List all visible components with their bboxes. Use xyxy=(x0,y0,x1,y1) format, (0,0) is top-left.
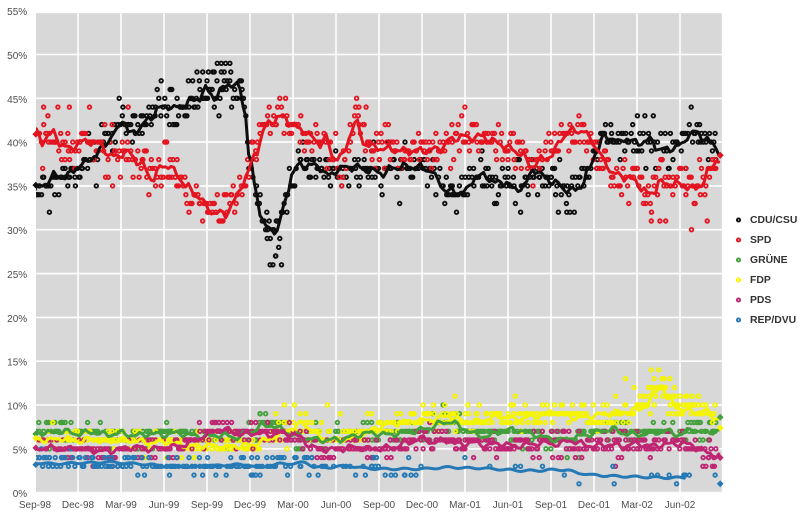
svg-text:25%: 25% xyxy=(7,270,27,281)
svg-text:35%: 35% xyxy=(7,182,27,193)
svg-text:Dec-00: Dec-00 xyxy=(406,500,439,511)
svg-text:Dec-01: Dec-01 xyxy=(578,500,611,511)
svg-text:Dec-98: Dec-98 xyxy=(62,500,95,511)
svg-text:Jun-01: Jun-01 xyxy=(493,500,524,511)
svg-text:Jun-99: Jun-99 xyxy=(149,500,180,511)
svg-text:Dec-99: Dec-99 xyxy=(234,500,267,511)
svg-text:30%: 30% xyxy=(7,226,27,237)
svg-text:Jun-02: Jun-02 xyxy=(665,500,696,511)
svg-text:Sep-98: Sep-98 xyxy=(19,500,52,511)
svg-text:CDU/CSU: CDU/CSU xyxy=(750,215,797,226)
svg-text:45%: 45% xyxy=(7,95,27,106)
svg-text:FDP: FDP xyxy=(750,275,771,286)
svg-text:10%: 10% xyxy=(7,402,27,413)
svg-text:SPD: SPD xyxy=(750,235,772,246)
svg-text:0%: 0% xyxy=(13,489,28,500)
svg-text:Mar-00: Mar-00 xyxy=(277,500,309,511)
svg-text:Sep-99: Sep-99 xyxy=(191,500,224,511)
svg-text:Sep-01: Sep-01 xyxy=(535,500,568,511)
svg-text:Mar-02: Mar-02 xyxy=(621,500,653,511)
svg-text:40%: 40% xyxy=(7,139,27,150)
svg-text:REP/DVU: REP/DVU xyxy=(750,315,796,326)
svg-text:20%: 20% xyxy=(7,314,27,325)
svg-text:PDS: PDS xyxy=(750,295,771,306)
svg-text:15%: 15% xyxy=(7,358,27,369)
svg-text:50%: 50% xyxy=(7,51,27,62)
svg-text:Mar-99: Mar-99 xyxy=(105,500,137,511)
svg-text:Mar-01: Mar-01 xyxy=(449,500,481,511)
svg-text:55%: 55% xyxy=(7,7,27,18)
svg-text:Sep-00: Sep-00 xyxy=(363,500,396,511)
svg-text:Jun-00: Jun-00 xyxy=(321,500,352,511)
svg-text:5%: 5% xyxy=(13,445,28,456)
svg-text:GRÜNE: GRÜNE xyxy=(750,253,788,266)
